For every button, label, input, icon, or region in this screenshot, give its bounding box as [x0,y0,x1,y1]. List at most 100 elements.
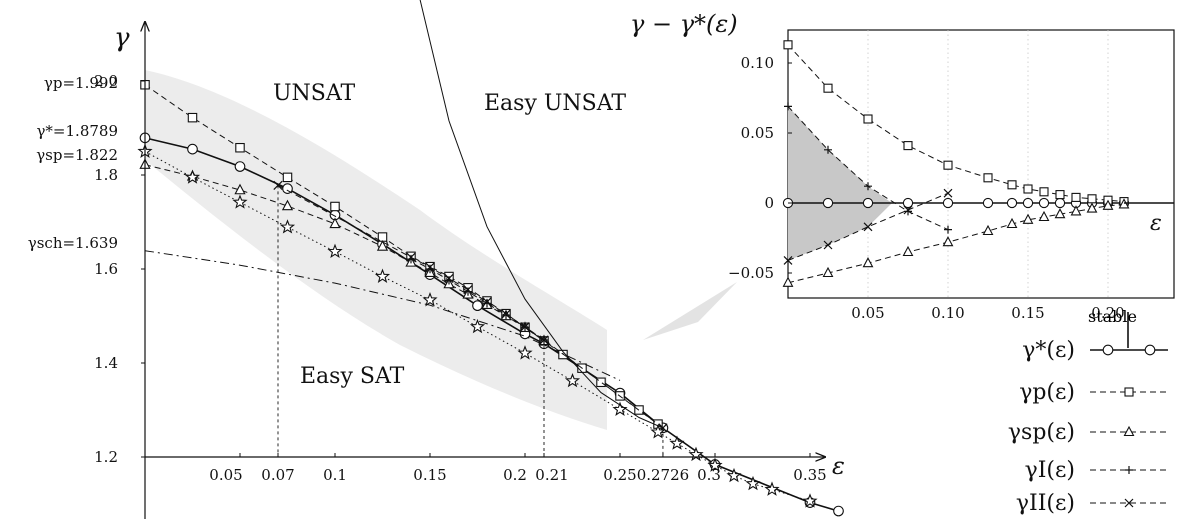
plus-point [444,276,454,285]
cross-point [425,262,435,272]
y-annotation: γsch=1.639 [28,234,118,252]
inset-triangle-point [982,224,994,236]
inset-square-point [943,160,953,170]
unsat-band [145,70,607,430]
inset-cross-point [943,188,953,198]
y-tick-label: 1.8 [94,166,118,184]
inset-triangle-point [942,236,954,247]
unstable-region [788,106,892,261]
inset-x-tick-label: 0.10 [931,304,964,322]
inset-y-tick-label: 0.05 [741,124,774,142]
inset-plus-point [864,182,872,191]
triangle-point [329,217,341,229]
inset-triangle-point [1006,217,1018,229]
cross-point [501,309,511,319]
cross-point [406,252,416,262]
x-tick-label: 0.35 [793,466,826,484]
inset-x-tick-label: 0.20 [1091,304,1124,322]
legend-marker [1124,387,1134,397]
legend-label: γ*(ε) [1022,338,1075,363]
inset-x-label: ε [1150,211,1162,236]
star-point [669,435,685,450]
inset-triangle-point [862,257,874,268]
star-point [374,268,391,283]
y-tick-label: 1.4 [94,354,118,372]
x-tick-label: 0.1 [323,466,347,484]
inset-square-point [983,173,993,183]
square-point [596,377,606,388]
inset-square-point [1007,180,1017,190]
star-point [764,481,780,496]
star-point [688,446,704,462]
x-tick-label: 0.25 [603,466,636,484]
inset-series-cross [787,192,949,261]
inset-triangle-point [1070,205,1082,216]
cross-point [482,297,492,307]
plus-point [501,310,511,320]
inset-plus-point [824,145,832,154]
square-point [235,142,245,153]
inset-triangle-point [1038,210,1050,222]
x-tick-label: 0.07 [261,466,294,484]
inset-cross-point [903,205,913,215]
x-tick-label: 0.2 [503,466,527,484]
inset-circle-point [1006,197,1018,209]
inset-circle-point [1054,197,1066,209]
inset-cross-point [823,240,833,250]
cross-point [520,322,530,332]
inset-cross-point [783,255,793,265]
inset-square-point [1055,190,1065,200]
inset-x-tick-label: 0.15 [1011,304,1044,322]
star-point [517,345,533,360]
legend-marker [1102,344,1114,356]
y-tick-label: 1.2 [94,448,118,466]
y-annotation: γp=1.992 [44,74,118,92]
legend-label: γp(ε) [1019,380,1075,405]
y-annotation: γsp=1.822 [36,146,118,164]
y-tick-label: 2.0 [94,72,118,90]
cross-point [463,285,473,295]
triangle-point [281,199,294,211]
circle-point [234,161,246,172]
legend-marker [1144,344,1156,356]
zoom-arrow [643,282,737,340]
inset-circle-point [862,197,874,209]
inset-triangle-point [1054,208,1066,219]
inset-circle-point [1022,197,1034,209]
legend: stable γ*(ε) γp(ε) γsp(ε) γI(ε) γII(ε) [1008,307,1168,516]
main-x-label: ε [832,452,845,480]
inset-square-point [823,83,833,93]
inset-plus-point [784,102,792,111]
circle-point [472,300,483,312]
triangle-point [376,240,389,251]
legend-label: γsp(ε) [1008,420,1075,445]
inset-y-tick-label: 0.10 [741,54,774,72]
series-line-solid-thin [419,0,664,429]
inset-chart: γ − γ*(ε) ε 0.05 0.10 0.15 0.20 0.10 0.05 0 −0.… [630,10,1175,322]
star-point [279,219,296,234]
inset-square-point [863,114,873,124]
star-point [184,169,201,184]
legend-label: γII(ε) [1016,491,1075,516]
star-point [469,318,486,334]
inset-circle-point [1038,197,1050,209]
y-annotation: γ*=1.8789 [36,122,118,140]
star-point [707,457,723,472]
inset-cross-point [863,222,873,232]
circle-point [282,183,293,194]
inset-square-point [1087,194,1097,204]
inset-circle-point [942,197,954,209]
region-easy-unsat: Easy UNSAT [484,91,626,116]
inset-square-point [783,40,793,50]
star-point [564,372,581,388]
x-tick-label: 0.2726 [637,466,690,484]
star-point [802,493,818,508]
square-point [330,201,340,212]
inset-square-point [1071,192,1081,202]
inset-circle-point [982,197,994,209]
cross-point [444,273,454,284]
series-line-triangle [144,164,545,342]
star-point [745,475,761,491]
square-point [282,172,293,183]
